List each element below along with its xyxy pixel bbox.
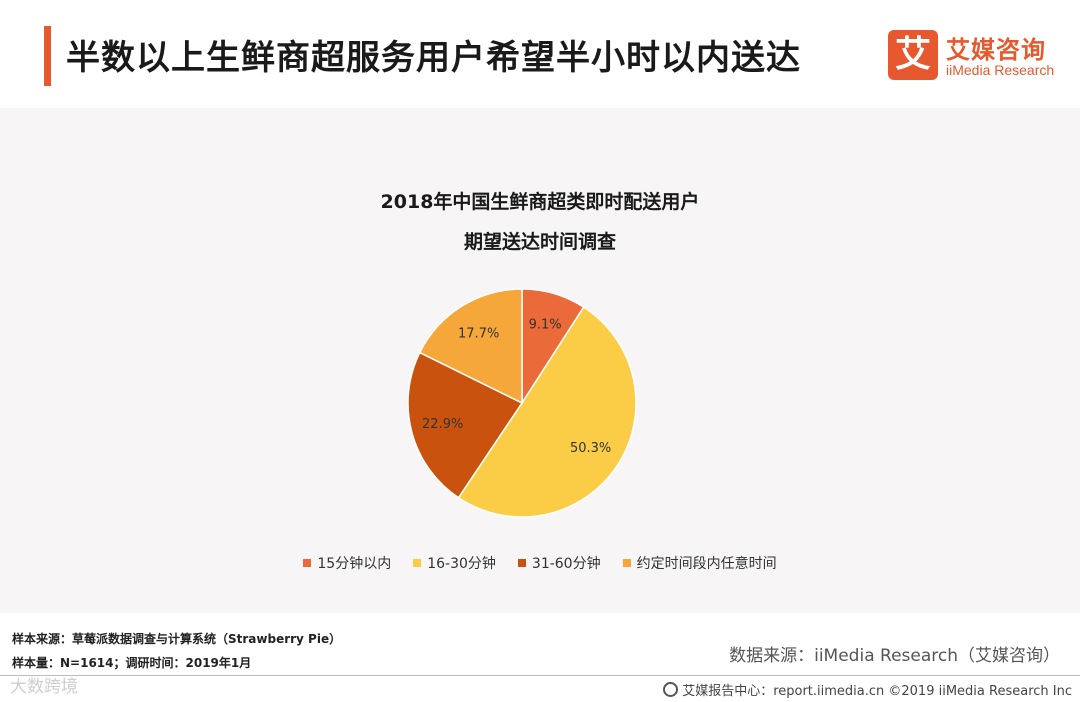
title-accent-bar [44, 26, 51, 86]
pie-slice [457, 306, 637, 518]
watermark: 大数跨境 [10, 677, 78, 697]
legend-label: 15分钟以内 [317, 556, 392, 572]
report-center-icon [663, 682, 679, 697]
legend-swatch [413, 559, 422, 567]
footer-divider [0, 675, 1080, 676]
legend-swatch [517, 559, 526, 567]
legend-label: 16-30分钟 [427, 556, 496, 572]
page-title: 半数以上生鲜商超服务用户希望半小时以内送达 [66, 38, 801, 78]
chart-title-line-1: 2018年中国生鲜商超类即时配送用户 [380, 191, 700, 213]
legend-label: 约定时间段内任意时间 [636, 556, 777, 572]
logo-name-cn: 艾媒咨询 [946, 36, 1046, 64]
legend-item: 约定时间段内任意时间 [622, 553, 777, 573]
pie-slice-label: 22.9% [422, 417, 463, 432]
sample-size-note: 样本量：N=1614；调研时间：2019年1月 [12, 656, 252, 670]
pie-slice-label: 17.7% [458, 326, 499, 341]
chart-title-line-2: 期望送达时间调查 [463, 231, 616, 253]
legend-item: 15分钟以内 [303, 553, 391, 573]
pie-slice [418, 288, 523, 405]
legend-item: 16-30分钟 [413, 553, 496, 573]
logo-name-en: iiMedia Research [946, 62, 1055, 78]
legend-item: 31-60分钟 [517, 553, 601, 573]
footer: 艾媒报告中心：report.iimedia.cn ©2019 iiMedia R… [663, 680, 1072, 699]
sample-source-note: 样本来源：草莓派数据调查与计算系统（Strawberry Pie） [12, 632, 342, 646]
footer-text: 艾媒报告中心：report.iimedia.cn ©2019 iiMedia R… [682, 684, 1072, 699]
logo-mark-icon: 艾 [888, 30, 938, 80]
brand-logo: 艾 艾媒咨询 iiMedia Research [888, 30, 1068, 82]
data-source: 数据来源：iiMedia Research（艾媒咨询） [729, 646, 1060, 666]
pie-chart: 9.1% 50.3% 22.9% 17.7% [407, 288, 637, 518]
pie-slice-label: 50.3% [570, 441, 611, 456]
pie-slice-label: 9.1% [529, 317, 562, 332]
legend-swatch [303, 559, 312, 567]
pie-slice [407, 351, 524, 499]
legend-label: 31-60分钟 [531, 556, 601, 572]
chart-legend: 15分钟以内 16-30分钟 31-60分钟 约定时间段内任意时间 [0, 553, 1080, 573]
legend-swatch [622, 559, 631, 567]
